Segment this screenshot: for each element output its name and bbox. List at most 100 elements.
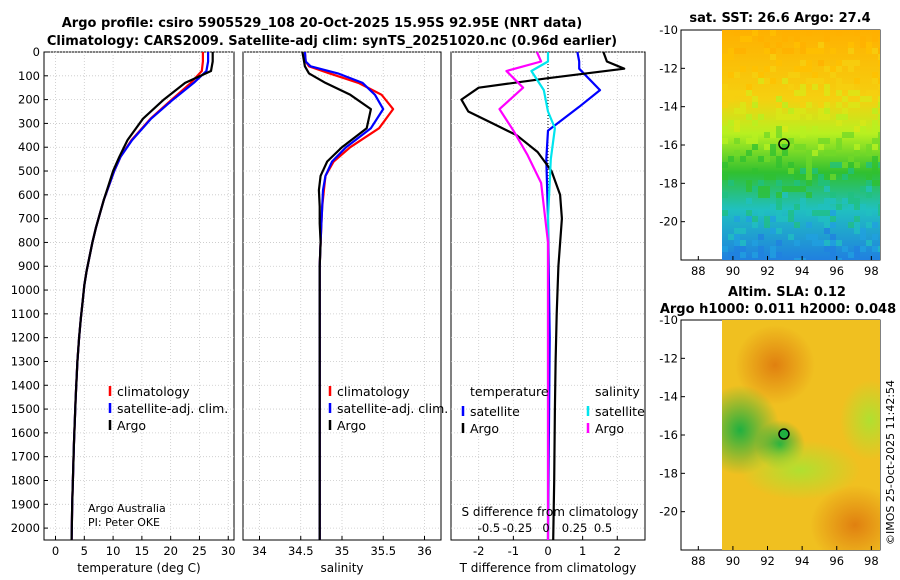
sst-pixel [860,120,866,126]
sst-pixel [764,42,770,48]
legend-label-temp: satellite-adj. clim. [117,401,228,416]
sst-pixel [824,210,830,216]
sst-pixel [860,42,866,48]
xtick-label-top-s: 0.25 [562,521,588,535]
sst-pixel [740,246,746,252]
legend-label-temp: climatology [117,384,190,399]
sst-pixel [740,48,746,54]
sst-pixel [746,180,752,186]
sst-pixel [818,174,824,180]
sst-pixel [806,78,812,84]
sst-pixel [842,162,848,168]
sst-pixel [734,120,740,126]
sst-pixel [752,138,758,144]
sst-pixel [854,150,860,156]
sst-pixel [752,252,758,258]
sst-pixel [878,144,880,150]
sst-pixel [770,144,776,150]
legend-label-t: satellite [470,404,520,419]
sst-pixel [800,132,806,138]
sst-pixel [776,156,782,162]
sst-pixel [878,60,880,66]
sst-pixel [812,210,818,216]
sst-pixel [878,78,880,84]
sst-pixel [860,96,866,102]
sst-pixel [824,198,830,204]
sst-pixel [734,126,740,132]
sst-pixel [734,216,740,222]
sst-pixel [830,198,836,204]
sst-pixel [788,162,794,168]
sst-xtick-label: 94 [795,264,810,278]
sst-pixel [806,150,812,156]
sst-pixel [794,114,800,120]
sst-pixel [788,216,794,222]
sst-pixel [734,30,740,36]
sst-pixel [734,90,740,96]
sst-pixel [776,126,782,132]
sst-pixel [824,66,830,72]
sst-pixel [794,180,800,186]
sst-pixel [740,102,746,108]
sst-pixel [752,96,758,102]
xtick-label-sal: 34.5 [288,544,314,558]
sst-pixel [854,60,860,66]
sst-pixel [794,258,800,260]
sst-pixel [788,108,794,114]
sst-pixel [860,36,866,42]
sst-pixel [878,48,880,54]
sst-pixel [800,168,806,174]
sst-pixel [776,42,782,48]
sst-pixel [830,222,836,228]
ytick-label: 1300 [11,354,40,368]
legend-label-sal: climatology [337,384,410,399]
sst-pixel [872,144,878,150]
sst-pixel [872,72,878,78]
sst-pixel [878,84,880,90]
ytick-label: 600 [18,188,40,202]
sst-pixel [866,192,872,198]
credit-line1: Argo Australia [88,502,166,515]
sst-pixel [794,204,800,210]
sst-pixel [770,48,776,54]
sst-ytick-label: -14 [659,100,678,114]
sst-pixel [854,216,860,222]
sst-pixel [770,174,776,180]
sst-ytick-label: -18 [659,176,678,190]
sst-pixel [854,102,860,108]
sst-pixel [872,120,878,126]
sst-pixel [830,246,836,252]
sst-pixel [866,210,872,216]
sst-pixel [776,252,782,258]
sst-pixel [830,216,836,222]
ytick-label: 1200 [11,331,40,345]
sst-pixel [758,180,764,186]
sst-pixel [776,108,782,114]
xlabel-temp: temperature (deg C) [77,561,200,575]
sst-pixel [806,60,812,66]
sst-pixel [830,240,836,246]
sst-pixel [854,162,860,168]
sst-pixel [734,138,740,144]
sst-ytick-label: -20 [659,215,678,229]
sst-pixel [866,144,872,150]
sst-pixel [860,204,866,210]
sst-pixel [818,114,824,120]
sst-pixel [848,192,854,198]
sst-pixel [770,216,776,222]
sst-pixel [788,48,794,54]
sst-pixel [770,132,776,138]
sst-pixel [824,174,830,180]
sst-pixel [812,72,818,78]
sst-ytick-label: -16 [659,138,678,152]
sst-pixel [866,90,872,96]
sla-map-title-line1: Altim. SLA: 0.12 [728,285,846,300]
sst-pixel [824,84,830,90]
ytick-label: 1800 [11,473,40,487]
sst-pixel [728,90,734,96]
sst-pixel [740,36,746,42]
sst-pixel [722,174,728,180]
sst-pixel [752,186,758,192]
sst-pixel [806,180,812,186]
panel-sal: 34 34.5 35 35.5 36 salinity climatology satelli… [242,51,448,575]
